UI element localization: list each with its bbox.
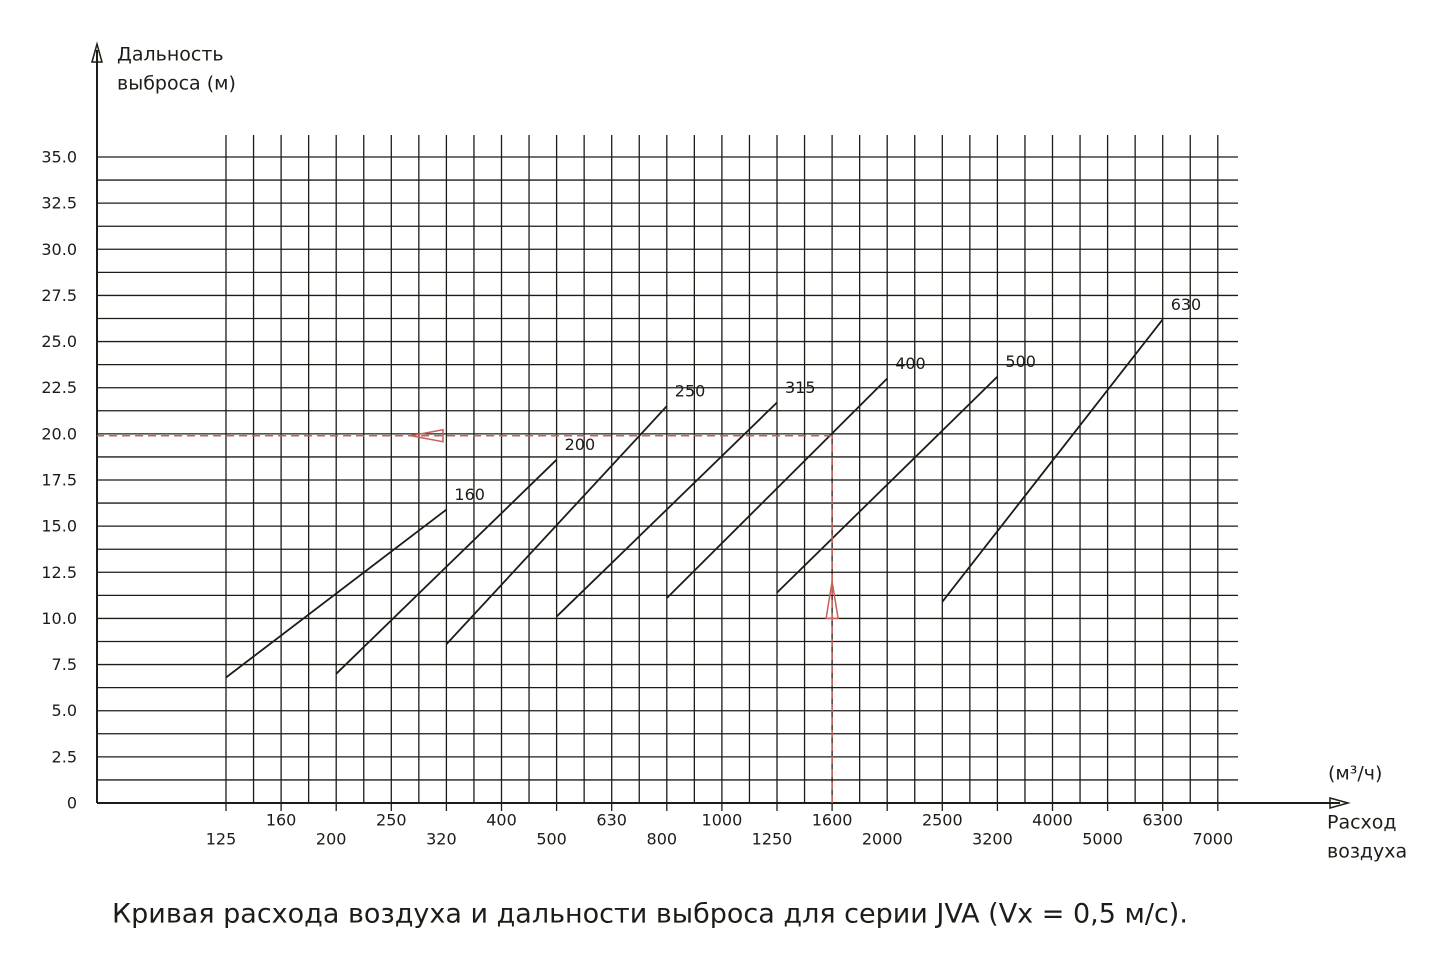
x-tick-label: 3200 <box>972 830 1013 849</box>
y-label: Дальность <box>117 44 224 66</box>
y-tick-label: 35.0 <box>41 148 77 167</box>
y-axis-arrow <box>91 41 103 63</box>
series-line <box>555 401 778 618</box>
x-tick-label: 1000 <box>702 811 743 830</box>
y-label: выброса (м) <box>117 73 236 95</box>
x-label: воздуха <box>1327 841 1407 863</box>
series-label: 200 <box>565 435 596 454</box>
x-tick-label: 400 <box>486 811 517 830</box>
x-tick-label: 4000 <box>1032 811 1073 830</box>
x-tick-label: 1250 <box>752 830 793 849</box>
series-line <box>666 377 888 599</box>
x-unit: (м³/ч) <box>1328 763 1382 785</box>
x-tick-label: 2500 <box>922 811 963 830</box>
example-arrow <box>410 428 444 443</box>
series-label: 250 <box>675 382 706 401</box>
x-tick-label: 5000 <box>1082 830 1123 849</box>
y-tick-label: 2.5 <box>52 747 77 766</box>
y-tick-label: 22.5 <box>41 378 77 397</box>
series-line <box>776 375 999 594</box>
x-tick-label: 7000 <box>1192 830 1233 849</box>
series-line <box>225 508 447 679</box>
x-tick-label: 1600 <box>812 811 853 830</box>
y-tick-label: 32.5 <box>41 194 77 213</box>
series-label: 315 <box>785 378 816 397</box>
x-tick-label: 2000 <box>862 830 903 849</box>
y-tick-label: 17.5 <box>41 471 77 490</box>
x-tick-label: 630 <box>596 811 627 830</box>
x-tick-label: 200 <box>316 830 347 849</box>
series-line <box>445 405 668 645</box>
x-tick-label: 800 <box>647 830 678 849</box>
x-axis-arrow <box>1329 797 1351 809</box>
series-label: 400 <box>895 354 926 373</box>
series-label: 500 <box>1005 352 1036 371</box>
y-tick-label: 15.0 <box>41 517 77 536</box>
chart-title: Кривая расхода воздуха и дальности выбро… <box>112 899 1188 930</box>
y-tick-label: 20.0 <box>41 424 77 443</box>
y-tick-label: 0 <box>67 794 77 813</box>
y-tick-label: 25.0 <box>41 332 77 351</box>
series-line <box>335 459 558 675</box>
y-tick-label: 27.5 <box>41 286 77 305</box>
y-tick-label: 7.5 <box>52 655 77 674</box>
y-tick-label: 10.0 <box>41 609 77 628</box>
x-tick-label: 320 <box>426 830 457 849</box>
y-tick-label: 30.0 <box>41 240 77 259</box>
x-tick-label: 6300 <box>1142 811 1183 830</box>
x-tick-label: 500 <box>536 830 567 849</box>
x-tick-label: 160 <box>266 811 297 830</box>
series-label: 630 <box>1171 295 1202 314</box>
y-tick-label: 5.0 <box>52 701 77 720</box>
x-tick-label: 125 <box>206 830 237 849</box>
x-tick-label: 250 <box>376 811 407 830</box>
series-line <box>941 318 1164 603</box>
y-tick-label: 12.5 <box>41 563 77 582</box>
x-label: Расход <box>1327 812 1397 834</box>
example-arrow <box>825 581 839 620</box>
series-label: 160 <box>454 485 485 504</box>
